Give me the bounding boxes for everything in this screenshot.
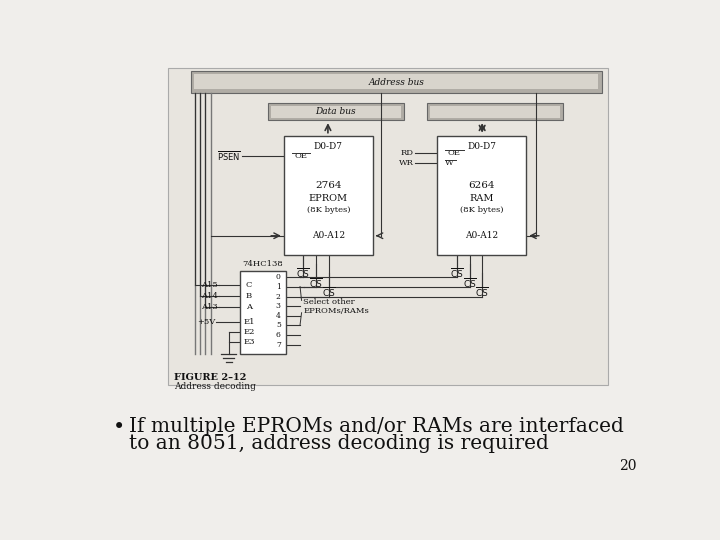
Text: $\overline{\rm CS}$: $\overline{\rm CS}$ (322, 285, 336, 299)
Bar (437, 136, 526, 255)
Bar (427, 103, 563, 120)
Text: 3: 3 (276, 302, 281, 310)
Bar (240, 271, 286, 354)
Text: $\overline{\rm PSEN}$: $\overline{\rm PSEN}$ (217, 150, 241, 164)
Text: D0-D7: D0-D7 (314, 142, 343, 151)
Text: 4: 4 (276, 312, 281, 320)
Text: W: W (445, 159, 454, 166)
Bar (269, 103, 404, 120)
Text: •: • (113, 417, 125, 437)
Text: OE: OE (294, 152, 307, 160)
Text: 0: 0 (276, 273, 281, 281)
Bar (191, 71, 601, 92)
Bar (431, 106, 559, 118)
Text: $\overline{\rm CS}$: $\overline{\rm CS}$ (310, 276, 323, 289)
Text: FIGURE 2–12: FIGURE 2–12 (174, 373, 246, 382)
Bar (168, 68, 608, 385)
Text: 1: 1 (276, 283, 281, 291)
Text: RAM: RAM (469, 194, 494, 203)
Text: EPROM: EPROM (309, 194, 348, 203)
Text: +5V: +5V (197, 318, 215, 326)
Text: D0-D7: D0-D7 (467, 142, 496, 151)
Bar (284, 136, 373, 255)
Text: $\overline{\rm CS}$: $\overline{\rm CS}$ (463, 276, 477, 289)
Text: $\overline{\rm CS}$: $\overline{\rm CS}$ (449, 267, 464, 280)
Text: (8K bytes): (8K bytes) (460, 206, 503, 213)
Text: $\overline{\rm CS}$: $\overline{\rm CS}$ (296, 267, 310, 280)
Text: 74HC138: 74HC138 (243, 260, 283, 268)
Text: C: C (246, 281, 252, 289)
Text: 5: 5 (276, 321, 281, 329)
Text: 7: 7 (276, 341, 281, 349)
Text: 6264: 6264 (469, 181, 495, 190)
Text: Select other
EPROMs/RAMs: Select other EPROMs/RAMs (303, 298, 369, 315)
Text: A0-A12: A0-A12 (312, 231, 345, 240)
Text: 2764: 2764 (315, 181, 341, 190)
Text: Data bus: Data bus (315, 107, 356, 116)
Text: A0-A12: A0-A12 (465, 231, 498, 240)
Text: A15: A15 (201, 281, 218, 289)
Text: Address decoding: Address decoding (174, 382, 256, 391)
Text: 6: 6 (276, 331, 281, 339)
Text: A: A (246, 302, 252, 310)
Text: A13: A13 (201, 302, 218, 310)
Text: E2: E2 (243, 328, 255, 336)
Text: If multiple EPROMs and/or RAMs are interfaced: If multiple EPROMs and/or RAMs are inter… (129, 417, 624, 436)
Text: WR: WR (399, 159, 414, 166)
Bar (194, 74, 598, 90)
Text: B: B (246, 292, 252, 300)
Text: to an 8051, address decoding is required: to an 8051, address decoding is required (129, 434, 549, 454)
Text: E3: E3 (243, 338, 255, 346)
Text: 2: 2 (276, 293, 281, 301)
Bar (271, 106, 401, 118)
Text: Address bus: Address bus (368, 78, 424, 87)
Text: 20: 20 (619, 459, 636, 473)
Text: RD: RD (401, 150, 414, 157)
Text: OE: OE (448, 150, 461, 157)
Text: A14: A14 (201, 292, 218, 300)
Text: $\overline{\rm CS}$: $\overline{\rm CS}$ (475, 285, 489, 299)
Text: E1: E1 (243, 318, 255, 326)
Text: (8K bytes): (8K bytes) (307, 206, 350, 213)
